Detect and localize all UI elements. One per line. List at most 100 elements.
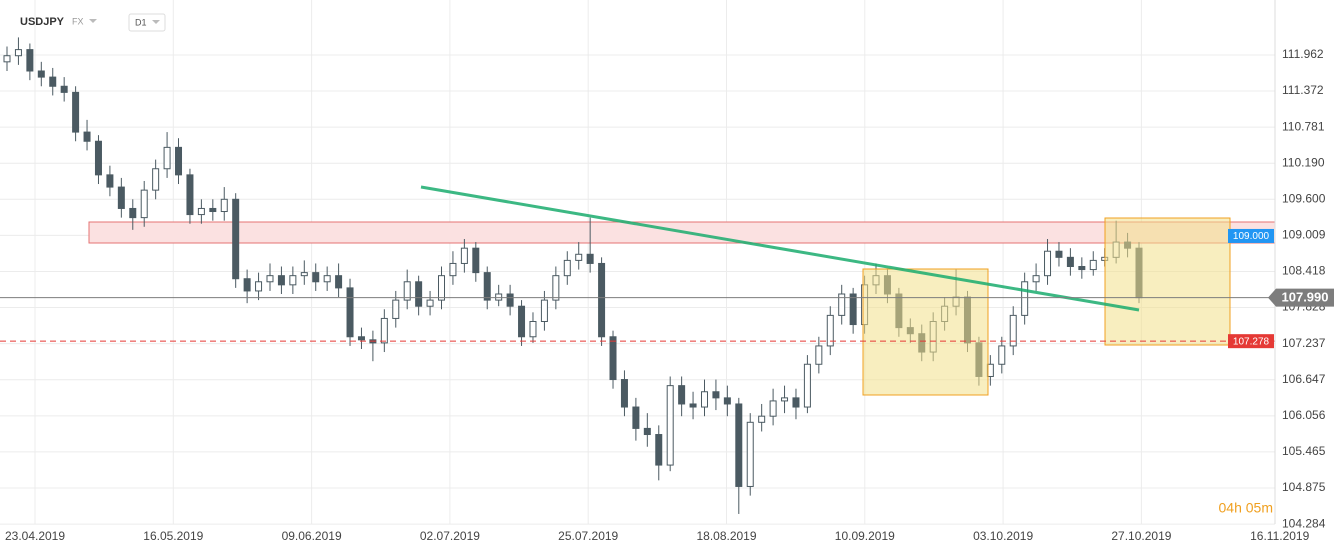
candle-body: [460, 247, 468, 264]
candle-body: [415, 281, 423, 307]
interval[interactable]: D1: [135, 17, 147, 27]
candle-body: [403, 281, 411, 301]
candle-body: [803, 363, 811, 408]
candle-body: [700, 391, 708, 408]
candle-body: [563, 259, 571, 277]
x-tick-label: 25.07.2019: [558, 529, 618, 543]
price-label: 107.278: [1233, 336, 1270, 347]
candle-body: [678, 385, 686, 405]
price-label: 109.000: [1233, 231, 1270, 242]
y-tick-label: 109.600: [1282, 191, 1326, 205]
y-tick-label: 109.009: [1282, 228, 1326, 242]
candle-body: [620, 379, 628, 408]
candle-body: [483, 272, 491, 301]
price-label-box: [1228, 334, 1274, 349]
y-tick-label: 104.875: [1282, 480, 1326, 494]
candle-body: [1066, 256, 1074, 268]
candle-body: [643, 427, 651, 436]
countdown: 04h 05m: [1219, 500, 1273, 516]
x-tick-label: 02.07.2019: [420, 529, 480, 543]
candle-body: [323, 275, 331, 283]
candle-body: [1078, 266, 1086, 271]
candle-body: [140, 189, 148, 219]
candle-body: [392, 299, 400, 319]
symbol: USDJPY: [20, 16, 65, 28]
candle-body: [838, 293, 846, 316]
candle-body: [1055, 250, 1063, 258]
candle-body: [506, 293, 514, 307]
y-tick-label: 106.647: [1282, 372, 1326, 386]
candle-body: [769, 400, 777, 417]
candle-body: [335, 275, 343, 289]
candle-body: [83, 131, 91, 142]
candle-body: [186, 174, 194, 216]
candle-body: [163, 146, 171, 170]
candle-body: [1044, 250, 1052, 277]
highlight-box: [1104, 217, 1231, 346]
price-lines: [0, 297, 1275, 342]
candle-body: [49, 76, 57, 87]
candle-body: [1009, 314, 1017, 347]
candle-body: [380, 317, 388, 344]
candle-body: [438, 275, 446, 301]
candle-body: [792, 397, 800, 408]
candle-body: [1021, 281, 1029, 316]
dropdown-arrow[interactable]: [89, 19, 97, 23]
candle-body: [998, 345, 1006, 365]
price-label: 107.990: [1282, 290, 1329, 305]
candle-body: [655, 434, 663, 466]
candle-body: [3, 55, 11, 63]
candle-body: [598, 262, 606, 338]
y-tick-label: 106.056: [1282, 408, 1326, 422]
candle-body: [758, 415, 766, 423]
candle-body: [300, 272, 308, 277]
candle-body: [723, 397, 731, 405]
interval-selector[interactable]: [128, 13, 166, 32]
y-tick-label: 111.372: [1282, 83, 1324, 97]
candle-body: [266, 275, 274, 283]
candle-body: [357, 336, 365, 341]
candle-body: [14, 49, 22, 57]
x-tick-label: 23.04.2019: [5, 529, 65, 543]
y-axis: 111.962 111.372 110.781 110.190 109.600 109.0…: [1268, 47, 1334, 530]
candle-body: [312, 272, 320, 283]
candle-body: [586, 253, 594, 264]
x-tick-label: 27.10.2019: [1111, 529, 1171, 543]
candle-body: [518, 305, 526, 338]
candle-body: [232, 198, 240, 280]
candle-body: [689, 403, 697, 408]
y-tick-label: 105.465: [1282, 444, 1326, 458]
candle-body: [632, 406, 640, 429]
candle-body: [735, 403, 743, 487]
y-tick-label: 111.962: [1282, 47, 1324, 61]
x-tick-label: 03.10.2019: [973, 529, 1033, 543]
candle-body: [495, 293, 503, 301]
candle-body: [849, 293, 857, 326]
x-tick-label: 10.09.2019: [835, 529, 895, 543]
candle-body: [72, 91, 80, 133]
candle-body: [60, 85, 68, 93]
candle-body: [289, 275, 297, 286]
y-tick-label: 104.284: [1282, 516, 1326, 530]
y-tick-label: 110.190: [1282, 155, 1325, 169]
candle-body: [255, 281, 263, 292]
candle-body: [826, 314, 834, 347]
y-tick-label: 110.781: [1282, 119, 1325, 133]
candle-body: [712, 391, 720, 399]
candle-body: [117, 186, 125, 209]
candle-body: [106, 174, 114, 188]
y-tick-label: 108.418: [1282, 264, 1326, 278]
candle-body: [609, 336, 617, 381]
market: FX: [72, 16, 84, 26]
x-tick-label: 16.05.2019: [143, 529, 203, 543]
candle-body: [552, 275, 560, 301]
candle-body: [781, 397, 789, 402]
candle-body: [220, 198, 228, 213]
candle-body: [209, 207, 217, 213]
x-tick-label: 16.11.2019: [1250, 529, 1309, 543]
price-label-box: [1268, 288, 1334, 307]
dropdown-arrow[interactable]: [152, 20, 160, 24]
candle-body: [37, 70, 45, 78]
y-tick-label: 107.237: [1282, 336, 1326, 350]
